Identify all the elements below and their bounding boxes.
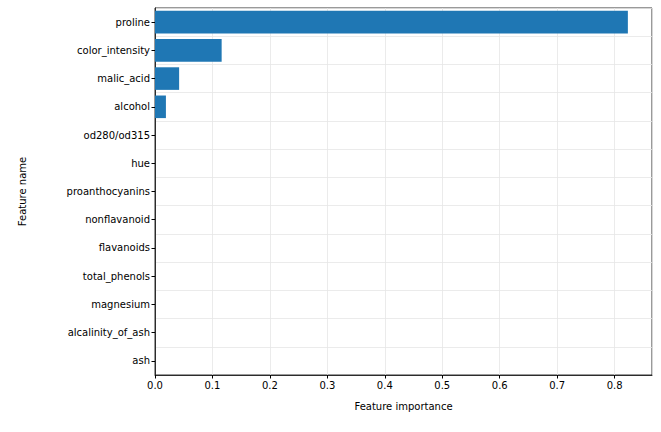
svg-text:ash: ash (132, 355, 150, 366)
svg-text:alcalinity_of_ash: alcalinity_of_ash (68, 327, 150, 339)
svg-text:magnesium: magnesium (91, 299, 150, 310)
svg-text:0.2: 0.2 (262, 380, 278, 391)
svg-text:flavanoids: flavanoids (99, 242, 150, 253)
svg-text:nonflavanoid: nonflavanoid (85, 214, 150, 225)
svg-text:0.7: 0.7 (549, 380, 565, 391)
svg-text:0.4: 0.4 (377, 380, 393, 391)
svg-text:0.8: 0.8 (607, 380, 623, 391)
svg-text:alcohol: alcohol (114, 101, 150, 112)
svg-text:color_intensity: color_intensity (77, 45, 150, 57)
svg-text:proline: proline (116, 17, 150, 28)
svg-text:od280/od315: od280/od315 (84, 130, 150, 141)
svg-text:0.0: 0.0 (147, 380, 163, 391)
svg-text:malic_acid: malic_acid (97, 73, 150, 85)
svg-text:Feature name: Feature name (17, 157, 28, 226)
svg-text:hue: hue (131, 158, 150, 169)
svg-text:total_phenols: total_phenols (83, 271, 150, 283)
svg-text:0.6: 0.6 (492, 380, 508, 391)
svg-text:Feature importance: Feature importance (354, 401, 452, 412)
svg-text:0.5: 0.5 (434, 380, 450, 391)
svg-text:0.3: 0.3 (319, 380, 335, 391)
svg-text:proanthocyanins: proanthocyanins (67, 186, 150, 197)
svg-text:0.1: 0.1 (205, 380, 221, 391)
